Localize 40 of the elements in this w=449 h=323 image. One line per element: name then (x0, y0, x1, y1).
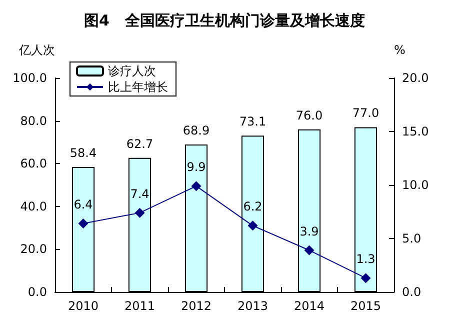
data-label: 77.0 (352, 106, 380, 120)
legend-label: 比上年增长 (108, 80, 168, 94)
legend-label: 诊疗人次 (108, 64, 156, 78)
data-label: 68.9 (182, 124, 210, 138)
x-tick-label: 2013 (237, 299, 268, 313)
data-label: 3.9 (300, 224, 319, 238)
x-tick-label: 2011 (124, 299, 156, 313)
point (248, 220, 258, 231)
y2-tick-label: 20.0 (402, 71, 429, 85)
y-tick-label: 20.0 (20, 242, 47, 256)
data-label: 7.4 (130, 186, 150, 201)
data-label: 1.3 (356, 252, 376, 266)
data-label: 76.0 (296, 108, 323, 122)
data-label: 6.4 (74, 198, 93, 212)
y-tick-label: 0.0 (28, 285, 47, 299)
chart-title: 图4 全国医疗卫生机构门诊量及增长速度 (84, 12, 366, 30)
x-tick-label: 2012 (180, 299, 212, 313)
data-label: 6.2 (243, 200, 262, 214)
x-tick-label: 2014 (294, 299, 325, 313)
y-tick-label: 60.0 (20, 156, 47, 171)
data-label: 58.4 (70, 146, 97, 160)
point (191, 181, 202, 192)
y2-tick-label: 5.0 (402, 232, 422, 246)
x-tick-label: 2010 (68, 299, 99, 313)
y2-tick-label: 0.0 (402, 285, 422, 299)
data-label: 62.7 (126, 136, 154, 151)
x-tick-label: 2015 (350, 299, 382, 313)
data-label: 9.9 (186, 160, 206, 174)
y-tick-label: 40.0 (20, 199, 47, 214)
point (360, 273, 371, 284)
y2-tick-label: 15.0 (402, 124, 429, 138)
point (304, 245, 314, 256)
y2-axis-title: % (394, 43, 406, 57)
data-label: 73.1 (239, 114, 266, 129)
point (134, 208, 145, 218)
point (78, 218, 88, 229)
y2-tick-label: 10.0 (402, 178, 429, 192)
y-axis-title: 亿人次 (18, 43, 55, 57)
y-tick-label: 100.0 (12, 71, 47, 85)
y-tick-label: 80.0 (20, 114, 47, 128)
